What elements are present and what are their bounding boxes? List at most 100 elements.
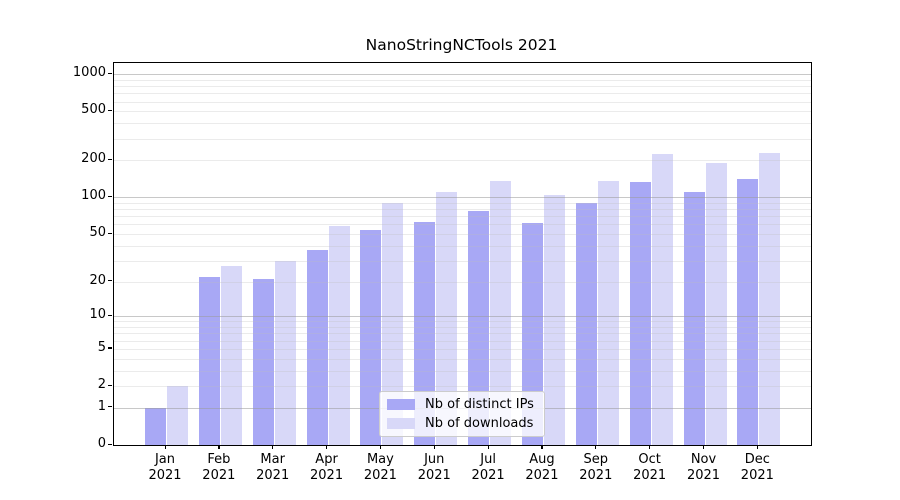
y-tick-mark-20 bbox=[108, 280, 112, 282]
bar-distinct-ips-jul bbox=[468, 211, 490, 445]
x-tick-label-year: 2021 bbox=[686, 468, 721, 483]
bar-downloads-may bbox=[382, 202, 404, 445]
x-tick-label-may: May 2021 bbox=[348, 452, 412, 484]
bar-distinct-ips-feb bbox=[198, 276, 220, 445]
gridline-minor-200 bbox=[114, 160, 811, 162]
x-tick-label-apr: Apr 2021 bbox=[295, 452, 359, 484]
legend-label-downloads: Nb of downloads bbox=[425, 416, 534, 431]
x-tick-label-jun: Jun 2021 bbox=[402, 452, 466, 484]
gridline-minor-600 bbox=[114, 101, 811, 103]
gridline-minor-700 bbox=[114, 93, 811, 95]
y-tick-label-10: 10 bbox=[89, 307, 106, 323]
x-tick-mark-jul bbox=[487, 445, 489, 449]
gridline-minor-30 bbox=[114, 260, 811, 262]
y-tick-label-200: 200 bbox=[81, 151, 106, 167]
y-tick-mark-100 bbox=[108, 195, 112, 198]
y-tick-mark-50 bbox=[108, 232, 112, 234]
bar-downloads-dec bbox=[759, 152, 781, 445]
x-tick-label-oct: Oct 2021 bbox=[618, 452, 682, 484]
bar-downloads-mar bbox=[274, 260, 296, 445]
legend: Nb of distinct IPs Nb of downloads bbox=[379, 391, 545, 437]
legend-swatch-distinct-ips bbox=[387, 399, 415, 410]
gridline-minor-20 bbox=[114, 281, 811, 283]
plot-area: Nb of distinct IPs Nb of downloads bbox=[113, 62, 812, 446]
bar-downloads-feb bbox=[220, 266, 242, 445]
gridline-minor-7 bbox=[114, 333, 811, 335]
bar-distinct-ips-oct bbox=[629, 182, 651, 445]
bar-downloads-jan bbox=[167, 386, 188, 445]
bar-distinct-ips-aug bbox=[521, 222, 543, 445]
y-tick-label-20: 20 bbox=[89, 272, 106, 288]
gridline-minor-5 bbox=[114, 348, 811, 350]
gridline-minor-70 bbox=[114, 216, 811, 218]
bar-distinct-ips-jan bbox=[145, 407, 166, 445]
gridline-minor-90 bbox=[114, 202, 811, 204]
bar-downloads-oct bbox=[651, 154, 673, 445]
bar-distinct-ips-nov bbox=[683, 191, 705, 445]
x-tick-label-year: 2021 bbox=[417, 468, 451, 483]
x-tick-label-year: 2021 bbox=[148, 468, 182, 483]
y-tick-label-500: 500 bbox=[81, 102, 106, 118]
y-tick-mark-0 bbox=[108, 443, 112, 445]
y-tick-mark-200 bbox=[108, 158, 112, 161]
x-tick-mark-dec bbox=[756, 445, 759, 449]
y-tick-mark-1000 bbox=[108, 72, 112, 74]
bar-distinct-ips-jun bbox=[414, 221, 436, 445]
x-tick-mark-jun bbox=[433, 445, 435, 449]
legend-swatch-downloads bbox=[387, 418, 415, 429]
y-tick-label-1: 1 bbox=[97, 398, 106, 414]
x-tick-label-dec: Dec 2021 bbox=[725, 452, 789, 484]
gridline-minor-300 bbox=[114, 138, 811, 140]
x-tick-label-sep: Sep 2021 bbox=[564, 452, 628, 484]
y-tick-label-2: 2 bbox=[97, 377, 106, 393]
gridline-major-1000 bbox=[114, 74, 811, 76]
gridline-minor-400 bbox=[114, 123, 811, 125]
gridline-major-100 bbox=[114, 197, 811, 199]
legend-entry-distinct-ips: Nb of distinct IPs bbox=[387, 397, 544, 412]
legend-entry-downloads: Nb of downloads bbox=[387, 416, 544, 431]
y-tick-label-1000: 1000 bbox=[72, 65, 106, 81]
bar-distinct-ips-sep bbox=[575, 202, 597, 445]
bar-downloads-aug bbox=[543, 194, 565, 445]
x-tick-label-year: 2021 bbox=[471, 468, 505, 483]
chart-title: NanoStringNCTools 2021 bbox=[365, 36, 558, 54]
bar-distinct-ips-dec bbox=[737, 179, 759, 445]
x-tick-label-year: 2021 bbox=[363, 468, 397, 483]
gridline-minor-9 bbox=[114, 321, 811, 323]
y-tick-mark-1 bbox=[108, 406, 112, 408]
bar-downloads-apr bbox=[328, 226, 350, 445]
x-tick-label-mar: Mar 2021 bbox=[241, 452, 305, 484]
gridline-minor-8 bbox=[114, 327, 811, 329]
x-tick-label-year: 2021 bbox=[310, 468, 344, 483]
x-tick-label-feb: Feb 2021 bbox=[187, 452, 251, 484]
y-tick-mark-500 bbox=[108, 109, 112, 112]
y-tick-mark-5 bbox=[108, 347, 112, 349]
bar-distinct-ips-may bbox=[360, 229, 382, 445]
x-tick-mark-apr bbox=[326, 445, 328, 449]
gridline-minor-80 bbox=[114, 209, 811, 211]
gridline-minor-2 bbox=[114, 386, 811, 388]
x-tick-label-year: 2021 bbox=[202, 468, 236, 483]
gridline-minor-50 bbox=[114, 234, 811, 236]
gridline-minor-4 bbox=[114, 358, 811, 360]
x-tick-label-jul: Jul 2021 bbox=[456, 452, 520, 484]
x-tick-mark-jan bbox=[164, 445, 166, 449]
gridline-minor-900 bbox=[114, 79, 811, 81]
y-tick-mark-10 bbox=[108, 314, 112, 317]
x-tick-label-year: 2021 bbox=[525, 468, 559, 483]
x-tick-label-year: 2021 bbox=[256, 468, 290, 483]
gridline-major-10 bbox=[114, 316, 811, 318]
gridline-minor-800 bbox=[114, 86, 811, 88]
gridline-minor-60 bbox=[114, 224, 811, 226]
x-tick-label-jan: Jan 2021 bbox=[133, 452, 197, 484]
y-tick-label-5: 5 bbox=[97, 339, 106, 355]
x-tick-label-year: 2021 bbox=[579, 468, 613, 483]
x-tick-mark-mar bbox=[272, 445, 274, 449]
bar-distinct-ips-mar bbox=[252, 279, 274, 445]
y-tick-label-0: 0 bbox=[97, 436, 106, 451]
gridline-minor-40 bbox=[114, 245, 811, 247]
bar-downloads-jul bbox=[490, 181, 512, 445]
gridline-minor-500 bbox=[114, 111, 811, 113]
y-tick-mark-2 bbox=[108, 384, 112, 386]
